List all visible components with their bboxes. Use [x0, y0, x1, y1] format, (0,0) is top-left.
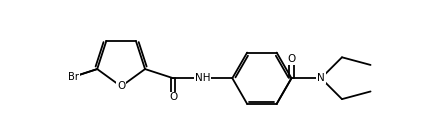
Text: O: O [117, 82, 125, 92]
Text: Br: Br [68, 72, 79, 82]
Text: O: O [169, 92, 177, 102]
Text: O: O [288, 54, 296, 64]
Text: N: N [317, 73, 325, 83]
Text: NH: NH [195, 73, 210, 83]
